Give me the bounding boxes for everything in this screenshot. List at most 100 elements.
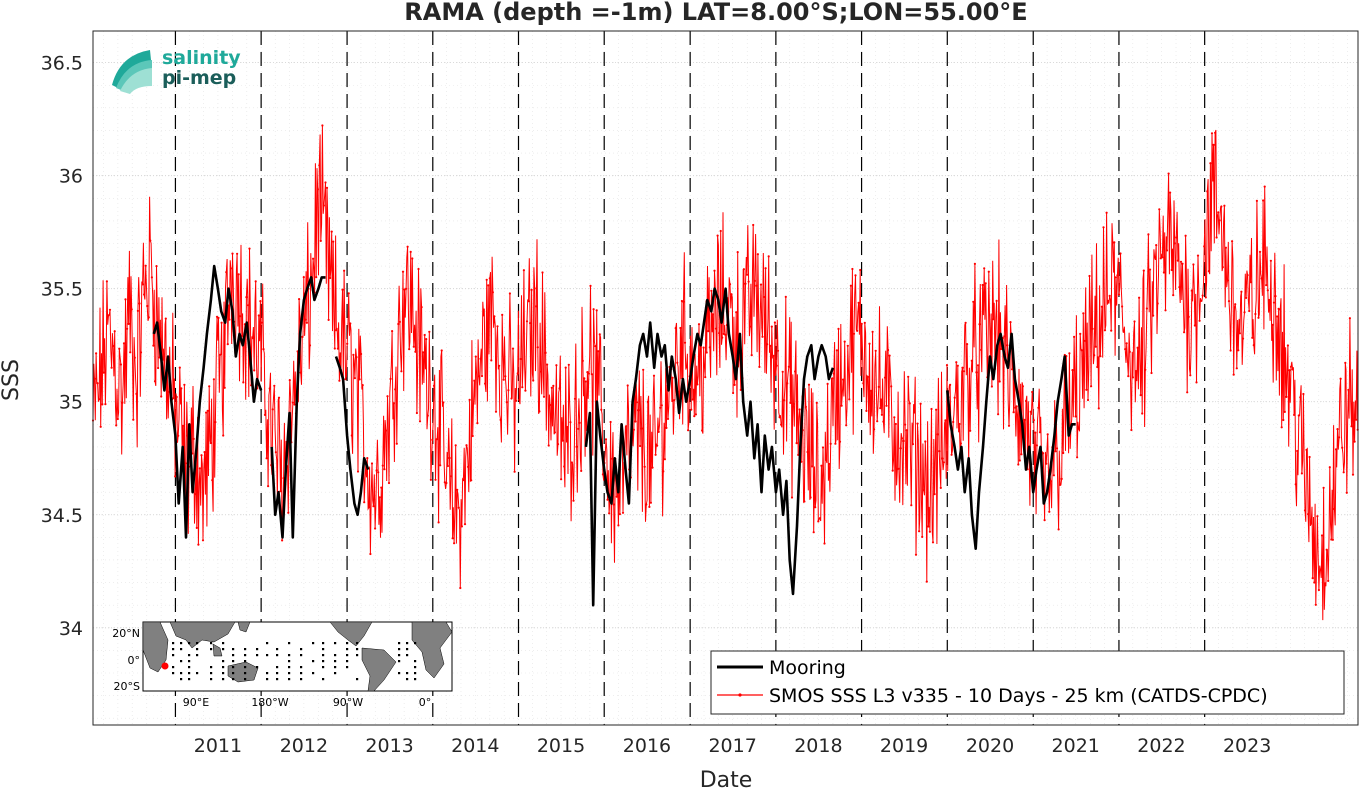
smos-point	[115, 424, 118, 427]
smos-point	[538, 410, 541, 413]
logo-icon	[112, 50, 152, 94]
inset-mooring-dot	[244, 666, 247, 669]
smos-point	[1029, 410, 1032, 413]
smos-point	[93, 377, 96, 380]
smos-point	[1293, 413, 1296, 416]
smos-point	[600, 408, 603, 411]
smos-point	[1178, 286, 1181, 289]
smos-point	[110, 366, 113, 369]
smos-point	[811, 465, 814, 468]
inset-mooring-dot	[266, 642, 269, 645]
smos-point	[1006, 344, 1009, 347]
inset-mooring-dot	[232, 660, 235, 663]
y-tick-label: 36	[59, 166, 83, 188]
smos-point	[369, 552, 372, 556]
x-tick-label: 2016	[623, 735, 671, 757]
inset-mooring-dot	[398, 642, 401, 645]
smos-point	[273, 384, 276, 387]
smos-point	[195, 526, 198, 530]
smos-point	[211, 479, 214, 482]
smos-point	[1345, 491, 1348, 494]
smos-point	[612, 503, 615, 506]
smos-point	[594, 345, 597, 348]
smos-point	[1145, 307, 1148, 310]
smos-point	[391, 330, 394, 333]
smos-point	[975, 371, 978, 374]
smos-point	[928, 530, 932, 533]
smos-point	[499, 418, 502, 421]
smos-point	[508, 292, 511, 295]
smos-point	[626, 384, 629, 387]
y-tick-label: 34.5	[41, 505, 83, 527]
smos-point	[1068, 352, 1071, 355]
smos-point	[1342, 471, 1345, 474]
inset-mooring-dot	[276, 648, 279, 651]
inset-mooring-dot	[414, 642, 417, 645]
smos-point	[1159, 257, 1162, 260]
smos-point	[1136, 346, 1139, 349]
smos-point	[533, 287, 536, 290]
smos-point	[580, 469, 583, 472]
inset-mooring-dot	[312, 672, 315, 675]
smos-point	[873, 428, 876, 431]
smos-point	[1214, 131, 1217, 134]
inset-mooring-dot	[180, 678, 183, 681]
smos-point	[1148, 268, 1152, 271]
smos-point	[848, 398, 851, 401]
smos-point	[687, 429, 690, 432]
smos-point	[467, 465, 470, 468]
smos-point	[846, 344, 849, 347]
smos-point	[525, 320, 529, 323]
smos-point	[718, 332, 721, 335]
smos-point	[868, 342, 871, 345]
smos-point	[1338, 436, 1341, 439]
smos-point	[524, 389, 527, 392]
smos-point	[98, 398, 101, 401]
smos-point	[1245, 296, 1248, 299]
smos-point	[1327, 579, 1330, 583]
smos-point	[1110, 329, 1113, 332]
smos-point	[1183, 331, 1186, 334]
smos-point	[434, 478, 437, 481]
inset-mooring-dot	[232, 654, 235, 657]
smos-point	[327, 318, 330, 321]
smos-point	[1189, 374, 1192, 377]
inset-mooring-dot	[288, 678, 291, 681]
y-tick-label: 35.5	[41, 279, 83, 301]
smos-point	[632, 428, 636, 431]
smos-point	[806, 450, 809, 454]
smos-point	[318, 164, 321, 167]
inset-mooring-dot	[196, 672, 199, 675]
smos-point	[969, 429, 972, 432]
smos-point	[752, 223, 755, 227]
smos-point	[1096, 365, 1099, 369]
smos-point	[1062, 451, 1065, 455]
smos-point	[519, 357, 522, 361]
inset-mooring-dot	[188, 678, 191, 681]
smos-point	[555, 364, 558, 367]
smos-point	[1172, 294, 1175, 297]
smos-point	[1204, 296, 1207, 299]
smos-point	[1265, 284, 1268, 287]
smos-point	[1158, 208, 1161, 211]
inset-mooring-dot	[172, 642, 175, 645]
smos-point	[372, 505, 375, 508]
smos-point	[1299, 396, 1302, 399]
legend: Mooring SMOS SSS L3 v335 - 10 Days - 25 …	[710, 650, 1345, 715]
y-tick-label: 34	[59, 618, 83, 640]
smos-point	[880, 413, 884, 416]
smos-point	[426, 414, 429, 417]
smos-point	[143, 293, 146, 296]
smos-point	[1045, 462, 1048, 465]
inset-mooring-dot	[334, 672, 337, 675]
smos-point	[1355, 418, 1358, 421]
inset-mooring-dot	[406, 672, 409, 675]
smos-point	[343, 269, 346, 272]
smos-point	[1227, 300, 1231, 303]
smos-point	[1117, 293, 1121, 296]
smos-point	[381, 464, 384, 467]
smos-point	[522, 269, 526, 272]
smos-point	[643, 465, 646, 468]
x-axis-label: Date	[700, 768, 753, 790]
smos-point	[671, 376, 674, 379]
